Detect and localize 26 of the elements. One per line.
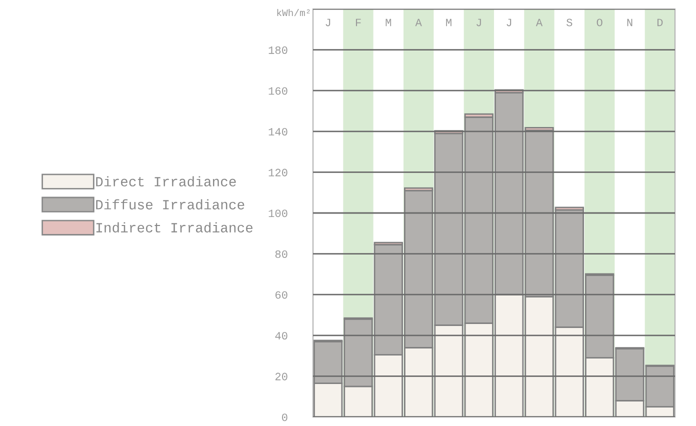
x-tick-label: O: [596, 18, 602, 26]
legend-label: Diffuse Irradiance: [96, 199, 244, 210]
y-tick-label: 40: [275, 332, 288, 340]
x-tick-label: A: [415, 18, 422, 26]
y-tick-label: 100: [268, 210, 288, 218]
x-tick-label: D: [657, 18, 663, 26]
x-tick-label: A: [536, 18, 543, 26]
y-tick-label: 160: [268, 87, 288, 95]
y-tick-label: 60: [275, 291, 288, 299]
y-tick-label: 180: [268, 46, 288, 54]
x-tick-label: F: [356, 18, 361, 26]
legend-label: Direct Irradiance: [96, 176, 236, 186]
legend-label: Indirect Irradiance: [96, 222, 253, 232]
y-tick-label: 20: [275, 372, 288, 380]
y-tick-label: 140: [268, 128, 288, 136]
x-tick-label: M: [386, 18, 392, 26]
x-tick-label: J: [326, 18, 330, 26]
y-tick-label: 120: [268, 168, 288, 176]
x-tick-label: N: [627, 18, 632, 26]
x-tick-label: J: [476, 18, 481, 26]
x-tick-label: S: [566, 18, 572, 26]
x-tick-label: J: [506, 18, 512, 26]
x-tick-label: M: [446, 18, 452, 26]
y-axis-title: kWh/m²: [277, 9, 310, 16]
y-tick-label: 80: [275, 250, 288, 258]
y-tick-label: 0: [282, 414, 288, 422]
